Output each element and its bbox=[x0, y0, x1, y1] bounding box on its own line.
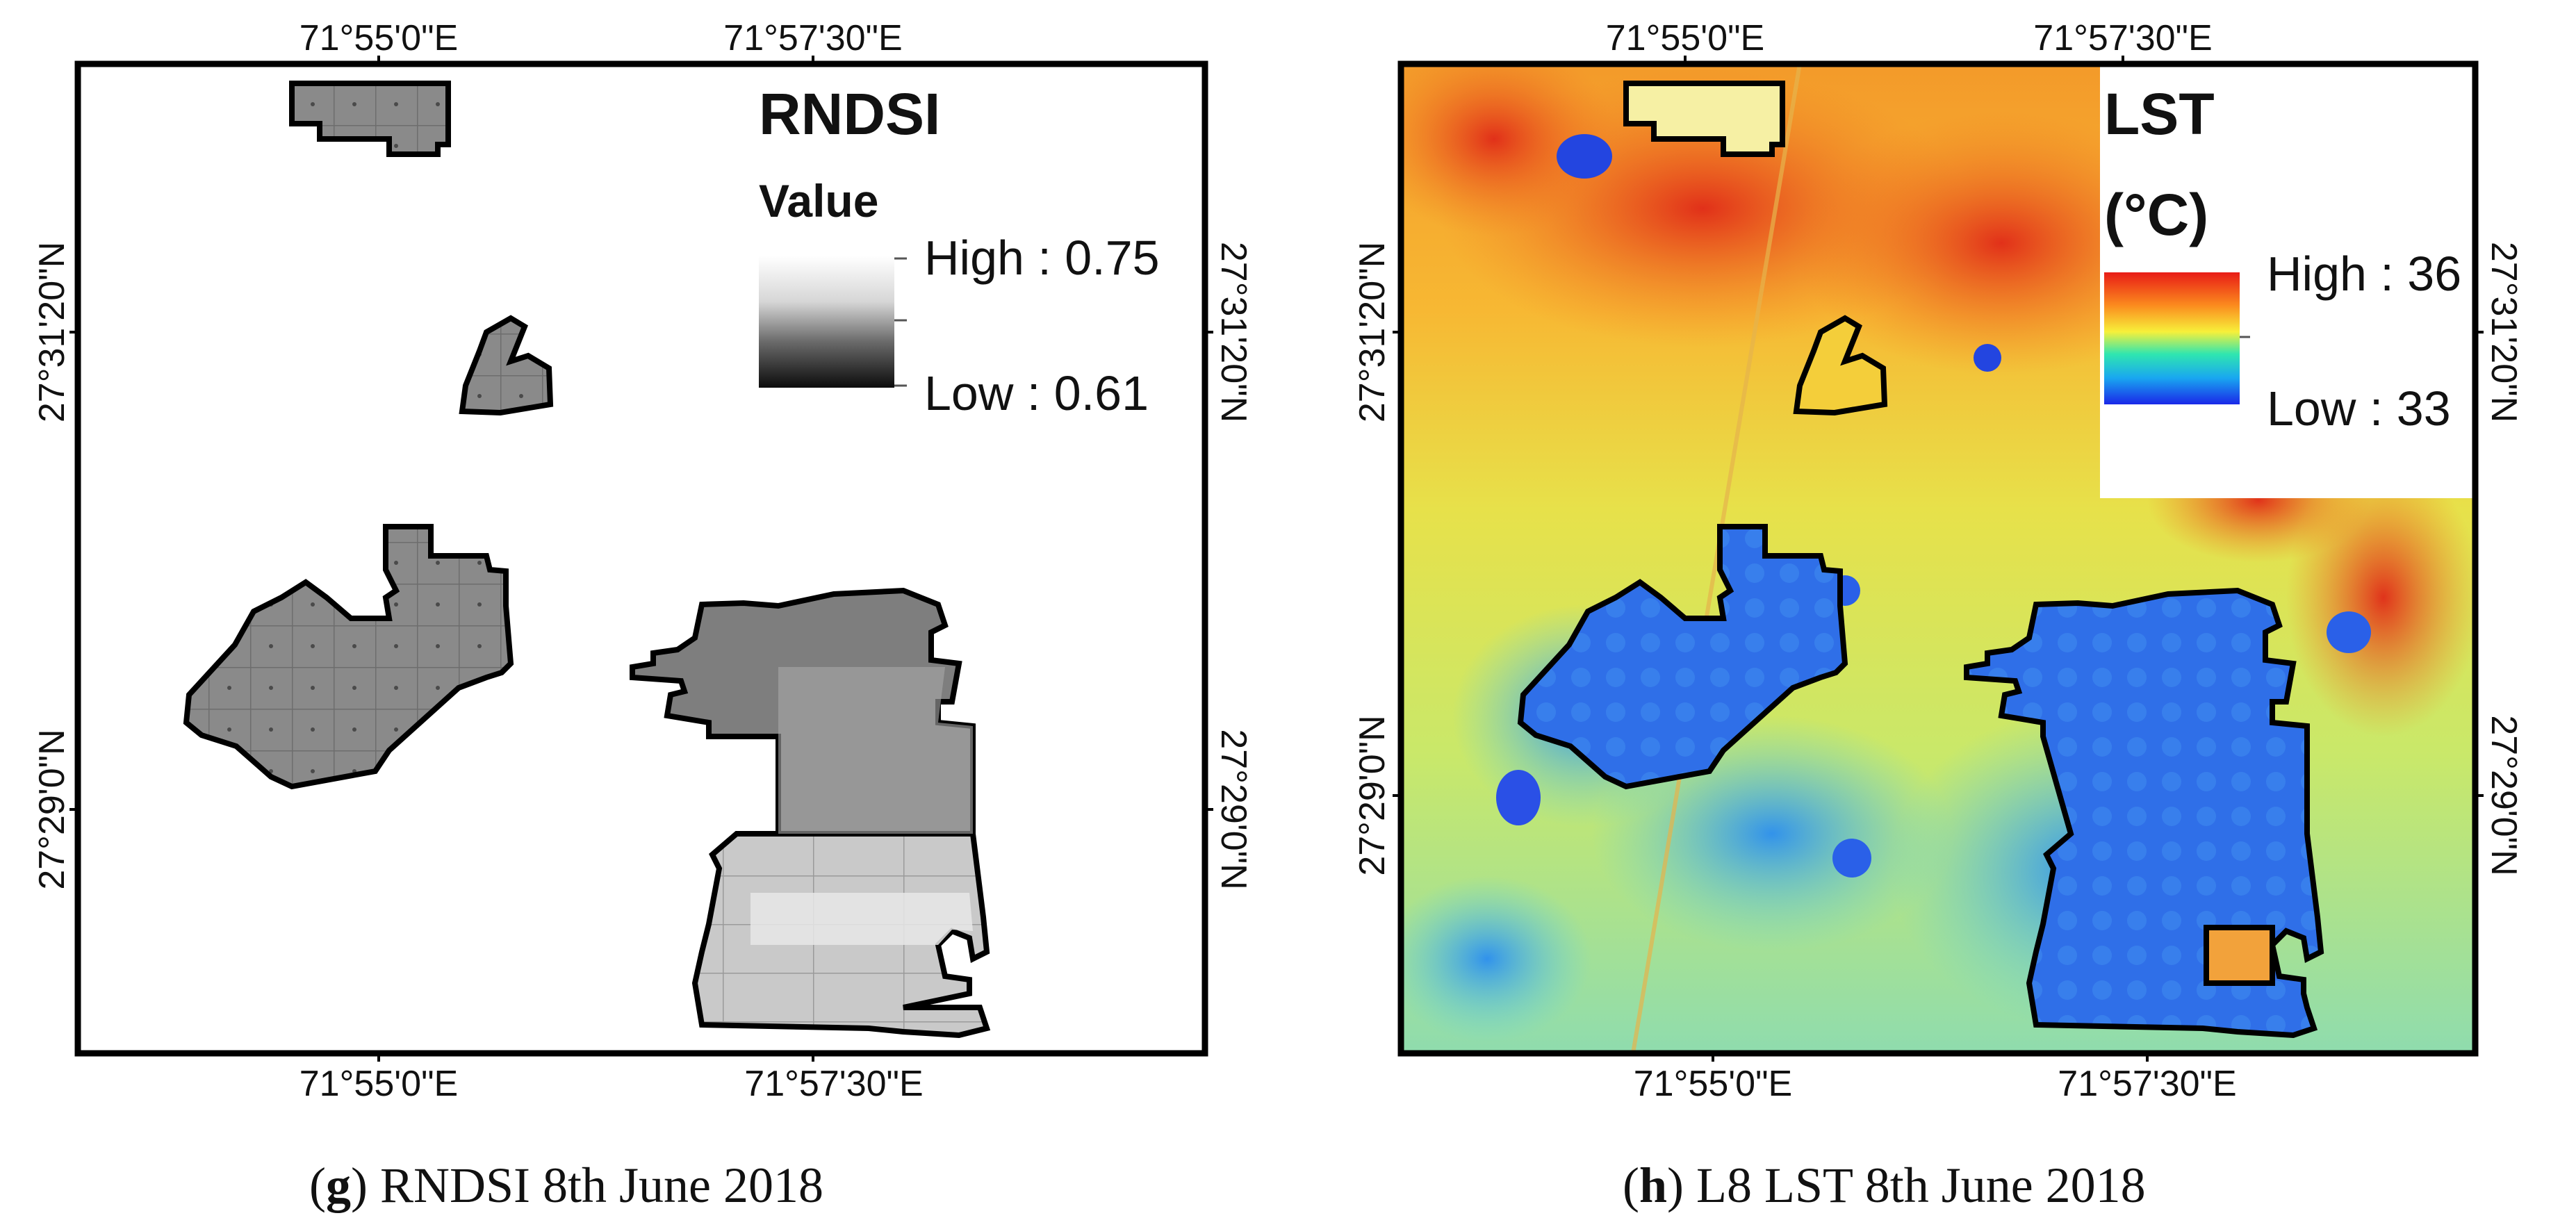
field-small-center bbox=[1793, 315, 1888, 416]
lat-label-left: 27°29'0"N bbox=[1352, 715, 1393, 875]
lst-hot-zone bbox=[1401, 64, 1619, 236]
map-frame bbox=[74, 60, 1208, 1057]
lon-label-top: 71°55'0"E bbox=[1606, 18, 1764, 58]
caption-text: L8 LST 8th June 2018 bbox=[1696, 1158, 2146, 1213]
map-frame bbox=[1397, 60, 2479, 1057]
lat-label-right: 27°29'0"N bbox=[1213, 729, 1254, 889]
lon-label-bottom: 71°55'0"E bbox=[300, 1064, 458, 1104]
caption-g: (g) RNDSI 8th June 2018 bbox=[309, 1158, 823, 1213]
lst-cool-zone bbox=[1401, 875, 1591, 1042]
caption-h: (h) L8 LST 8th June 2018 bbox=[1623, 1158, 2146, 1213]
legend-high-label: High : 36 bbox=[2267, 247, 2461, 301]
field-west bbox=[1517, 524, 1848, 790]
legend-high-label: High : 0.75 bbox=[924, 231, 1160, 285]
legend-title: LST bbox=[2104, 81, 2215, 147]
lat-label-right: 27°29'0"N bbox=[2484, 715, 2524, 875]
legend-heading: (°C) bbox=[2104, 182, 2208, 247]
field-east-hot-patch bbox=[2204, 925, 2275, 986]
field-polygons bbox=[183, 81, 991, 1039]
lon-label-bottom: 71°57'30"E bbox=[744, 1064, 923, 1104]
legend-heading: Value bbox=[759, 175, 878, 227]
lst-cool-zone bbox=[1496, 770, 1541, 825]
lst-cool-zone bbox=[1832, 839, 1871, 878]
lon-label-bottom: 71°55'0"E bbox=[1634, 1064, 1792, 1104]
legend-color-ramp bbox=[759, 256, 894, 388]
lat-label-right: 27°31'20"N bbox=[2484, 242, 2524, 422]
lon-label-top: 71°57'30"E bbox=[723, 18, 902, 58]
lst-cool-zone bbox=[1557, 134, 1612, 179]
lst-cool-zone bbox=[1974, 344, 2001, 372]
field-west bbox=[183, 524, 514, 790]
lon-label-top: 71°57'30"E bbox=[2033, 18, 2212, 58]
field-north bbox=[1623, 81, 1785, 157]
field-east bbox=[1964, 587, 2324, 1039]
legend-low-label: Low : 0.61 bbox=[924, 366, 1149, 420]
lst-cool-zone bbox=[2327, 611, 2371, 653]
lat-label-left: 27°31'20"N bbox=[1352, 242, 1393, 422]
field-east-upper-light bbox=[778, 667, 973, 834]
field-east-lower-bright bbox=[750, 893, 973, 945]
panel-lst: LST (°C) High : 36 Low : 33 71°55'0"E 71… bbox=[1352, 18, 2524, 1104]
lat-label-left: 27°29'0"N bbox=[32, 729, 72, 889]
caption-letter: g bbox=[325, 1158, 351, 1213]
legend-title: RNDSI bbox=[759, 81, 940, 147]
field-north bbox=[289, 81, 451, 157]
caption-text: RNDSI 8th June 2018 bbox=[379, 1158, 823, 1213]
lon-label-bottom: 71°57'30"E bbox=[2058, 1064, 2236, 1104]
lat-label-right: 27°31'20"N bbox=[1213, 242, 1254, 422]
field-small-center bbox=[459, 315, 554, 416]
lon-label-top: 71°55'0"E bbox=[300, 18, 458, 58]
road-line bbox=[1631, 64, 1802, 1053]
legend-low-label: Low : 33 bbox=[2267, 381, 2451, 436]
caption-letter: h bbox=[1639, 1158, 1668, 1213]
legend-color-ramp bbox=[2104, 272, 2240, 404]
panel-rndsi: RNDSI Value High : 0.75 Low : 0.61 71°55… bbox=[32, 18, 1254, 1104]
lat-label-left: 27°31'20"N bbox=[32, 242, 72, 422]
